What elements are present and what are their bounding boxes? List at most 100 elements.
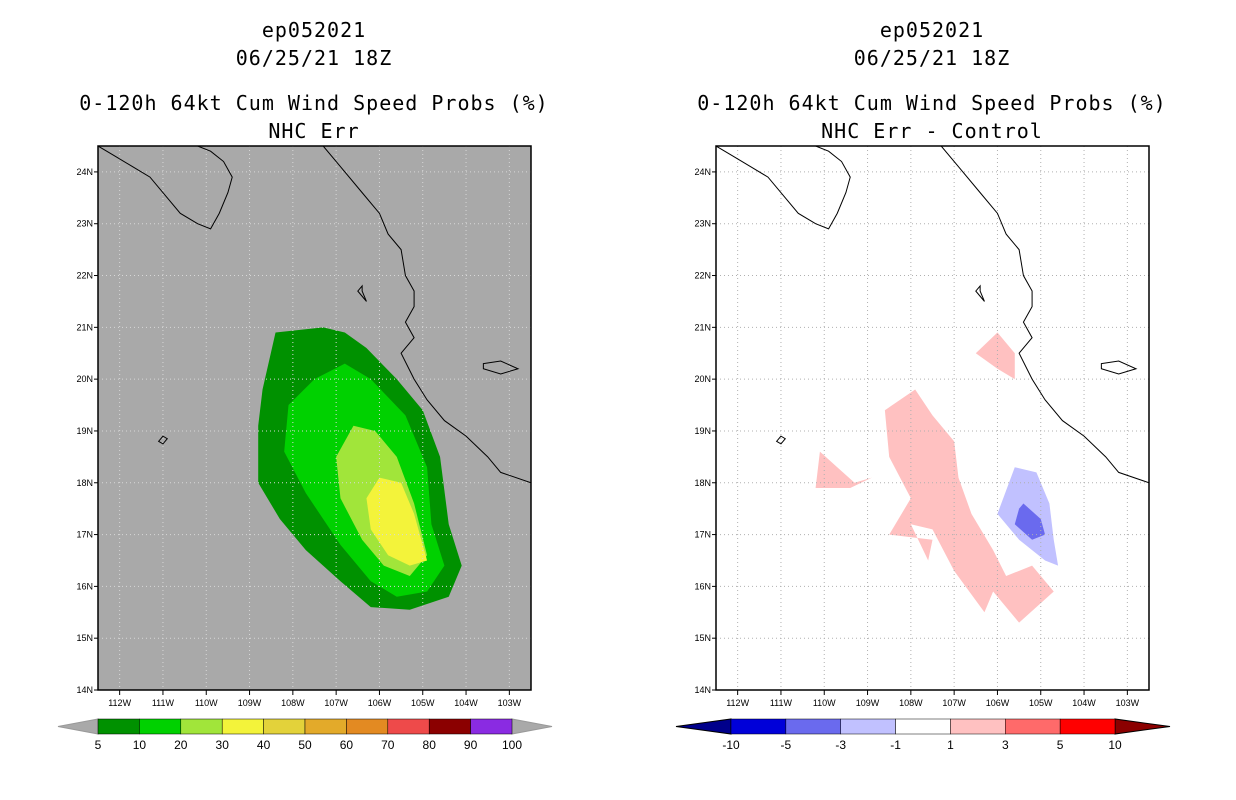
left-coastline xyxy=(98,146,233,230)
left-plot-frame xyxy=(97,145,532,691)
right-coastline xyxy=(940,146,1149,484)
left-xtick-label: 107W xyxy=(324,698,348,708)
left-ytick-label: 17N xyxy=(76,530,93,540)
right-colorbar-label: -3 xyxy=(835,738,846,752)
left-colorbar-swatch xyxy=(180,718,223,735)
left-colorbar-swatch xyxy=(139,718,182,735)
right-coastline xyxy=(775,435,787,445)
right-ytick-label: 20N xyxy=(694,374,711,384)
right-colorbar-swatch xyxy=(1005,718,1061,735)
left-colorbar-swatch xyxy=(428,718,471,735)
left-ytick-label: 19N xyxy=(76,426,93,436)
right-colorbar-max-arrow xyxy=(1114,718,1171,735)
left-xtick-label: 103W xyxy=(498,698,522,708)
right-colorbar-swatch xyxy=(785,718,841,735)
right-colorbar-swatch xyxy=(1059,718,1116,735)
left-xtick-label: 104W xyxy=(454,698,478,708)
left-xtick-label: 109W xyxy=(238,698,262,708)
right-xtick-label: 106W xyxy=(986,698,1010,708)
right-xtick-label: 103W xyxy=(1116,698,1140,708)
right-storm-id: ep052021 xyxy=(879,18,985,42)
right-colorbar-swatch xyxy=(895,718,951,735)
left-coastline xyxy=(322,146,531,484)
right-colorbar-label: 1 xyxy=(947,738,954,752)
left-colorbar-swatch xyxy=(263,718,306,735)
right-ytick-label: 21N xyxy=(694,322,711,332)
right-colorbar-label: -1 xyxy=(890,738,901,752)
right-ytick-label: 22N xyxy=(694,271,711,281)
left-colorbar-label: 100 xyxy=(502,738,522,752)
right-contour-4 xyxy=(1014,503,1046,540)
right-xtick-label: 112W xyxy=(726,698,749,708)
left-colorbar-label: 80 xyxy=(423,738,437,752)
left-colorbar-swatch xyxy=(346,718,389,735)
right-difference-map: 112W 111W 110W 109W 108W 107W 106W 105W 104W 103W… xyxy=(618,145,1171,752)
left-colorbar-label: 20 xyxy=(174,738,188,752)
right-ytick-label: 24N xyxy=(694,167,711,177)
right-coastline xyxy=(618,454,625,462)
right-contour-2 xyxy=(815,451,872,488)
right-colorbar-min-arrow xyxy=(675,718,732,735)
right-colorbar-swatch xyxy=(730,718,787,735)
left-product: 0-120h 64kt Cum Wind Speed Probs (%) xyxy=(79,91,549,115)
left-colorbar-swatch xyxy=(221,718,264,735)
left-ytick-label: 14N xyxy=(76,685,93,695)
right-ytick-label: 19N xyxy=(694,426,711,436)
left-colorbar-label: 70 xyxy=(381,738,395,752)
left-colorbar-min-arrow xyxy=(57,718,99,735)
left-colorbar-max-arrow xyxy=(511,718,553,735)
left-colorbar-label: 90 xyxy=(464,738,478,752)
right-plot-frame xyxy=(715,145,1150,691)
right-coastline xyxy=(716,146,851,230)
left-xtick-label: 106W xyxy=(368,698,392,708)
right-xtick-label: 109W xyxy=(856,698,880,708)
left-panel-title-block: ep052021 06/25/21 18Z xyxy=(96,16,532,72)
right-coastline xyxy=(1100,360,1138,375)
right-ytick-label: 14N xyxy=(694,685,711,695)
right-panel-title-block: ep052021 06/25/21 18Z xyxy=(714,16,1150,72)
left-colorbar-swatch xyxy=(470,718,513,735)
right-colorbar-label: -10 xyxy=(722,738,740,752)
right-ytick-label: 17N xyxy=(694,530,711,540)
right-xtick-label: 110W xyxy=(813,698,836,708)
left-colorbar-label: 40 xyxy=(257,738,271,752)
right-coastline xyxy=(975,284,985,302)
left-colorbar-label: 5 xyxy=(95,738,102,752)
left-ytick-label: 20N xyxy=(76,374,93,384)
right-xtick-label: 105W xyxy=(1029,698,1053,708)
right-colorbar-swatch xyxy=(950,718,1006,735)
left-xtick-label: 111W xyxy=(152,698,175,708)
left-ytick-label: 23N xyxy=(76,219,93,229)
right-contour-0 xyxy=(975,332,1015,380)
left-xtick-label: 105W xyxy=(411,698,435,708)
left-xtick-label: 108W xyxy=(281,698,305,708)
left-ytick-label: 24N xyxy=(76,167,93,177)
left-xtick-label: 110W xyxy=(195,698,218,708)
left-storm-id: ep052021 xyxy=(261,18,367,42)
right-colorbar-swatch xyxy=(840,718,896,735)
left-colorbar-swatch xyxy=(304,718,347,735)
left-ytick-label: 21N xyxy=(76,322,93,332)
left-colorbar-swatch xyxy=(387,718,430,735)
right-xtick-label: 107W xyxy=(942,698,966,708)
left-subtitle: NHC Err xyxy=(268,119,360,143)
right-product: 0-120h 64kt Cum Wind Speed Probs (%) xyxy=(697,91,1167,115)
right-xtick-label: 104W xyxy=(1072,698,1096,708)
right-ytick-label: 15N xyxy=(694,633,711,643)
right-ytick-label: 23N xyxy=(694,219,711,229)
left-xtick-label: 112W xyxy=(108,698,131,708)
right-xtick-label: 111W xyxy=(770,698,793,708)
left-datetime: 06/25/21 18Z xyxy=(235,46,393,70)
left-coastline xyxy=(482,360,520,375)
left-colorbar-label: 60 xyxy=(340,738,354,752)
left-colorbar-swatch xyxy=(97,718,140,735)
right-colorbar-label: 3 xyxy=(1002,738,1009,752)
right-colorbar-label: -5 xyxy=(781,738,792,752)
left-colorbar-label: 50 xyxy=(298,738,312,752)
left-ytick-label: 22N xyxy=(76,271,93,281)
left-colorbar-label: 30 xyxy=(216,738,230,752)
right-colorbar-label: 5 xyxy=(1057,738,1064,752)
left-product-title-block: 0-120h 64kt Cum Wind Speed Probs (%) NHC… xyxy=(56,89,572,145)
left-coastline xyxy=(0,454,7,462)
left-ytick-label: 16N xyxy=(76,581,93,591)
